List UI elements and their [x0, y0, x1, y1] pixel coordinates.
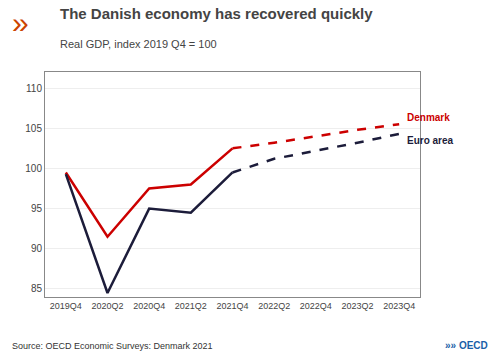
svg-text:2019Q4: 2019Q4	[50, 301, 82, 311]
svg-text:105: 105	[25, 123, 42, 134]
svg-text:2021Q4: 2021Q4	[216, 301, 248, 311]
svg-text:2021Q2: 2021Q2	[175, 301, 207, 311]
svg-text:110: 110	[26, 83, 42, 94]
svg-text:2020Q2: 2020Q2	[91, 301, 123, 311]
svg-text:2022Q4: 2022Q4	[300, 301, 332, 311]
svg-text:2023Q2: 2023Q2	[341, 301, 373, 311]
svg-text:90: 90	[31, 243, 43, 254]
svg-text:2020Q4: 2020Q4	[133, 301, 165, 311]
svg-text:Real GDP, index 2019 Q4 = 100: Real GDP, index 2019 Q4 = 100	[60, 38, 217, 50]
svg-text:Euro area: Euro area	[407, 135, 454, 146]
svg-text:85: 85	[31, 283, 43, 294]
svg-text:»: »	[12, 6, 29, 39]
svg-text:2023Q4: 2023Q4	[383, 301, 415, 311]
svg-text:»» OECD: »» OECD	[445, 340, 488, 351]
svg-text:95: 95	[31, 203, 43, 214]
svg-text:100: 100	[25, 163, 42, 174]
svg-text:The Danish economy has recover: The Danish economy has recovered quickly	[60, 5, 373, 22]
svg-text:2022Q2: 2022Q2	[258, 301, 290, 311]
svg-text:Denmark: Denmark	[407, 112, 450, 123]
svg-text:Source: OECD Economic Surveys:: Source: OECD Economic Surveys: Denmark 2…	[12, 341, 213, 351]
